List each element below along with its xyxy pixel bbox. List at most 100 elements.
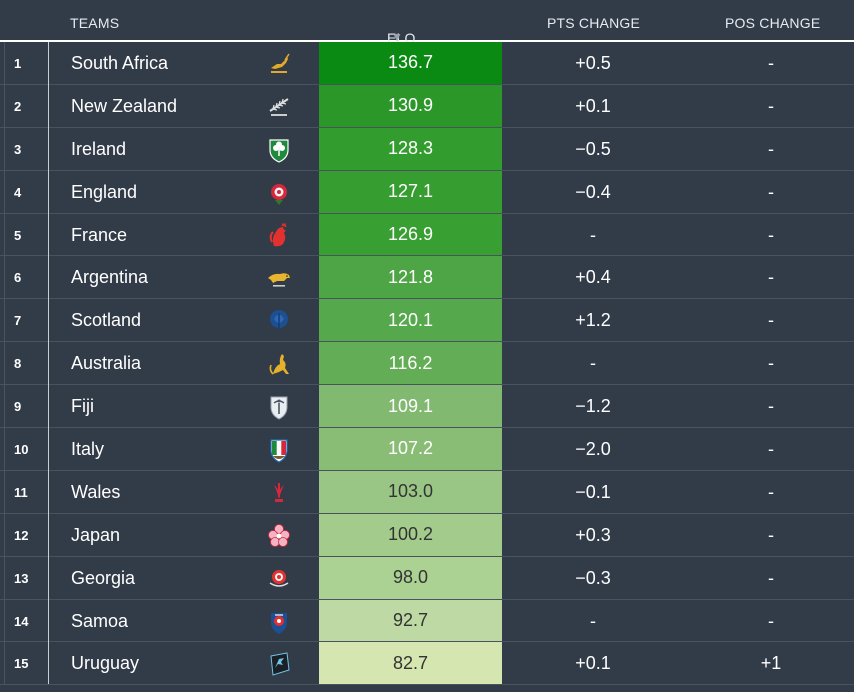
pts-change-cell: −2.0	[575, 439, 611, 460]
italy-shield-icon	[265, 436, 293, 464]
samoa-crest-icon	[265, 608, 293, 636]
rank-cell: 4	[14, 184, 22, 200]
table-row[interactable]: 14 Samoa 92.7 - -	[0, 599, 854, 643]
table-row[interactable]: 3 Ireland 128.3 −0.5 -	[0, 127, 854, 171]
pos-change-cell: -	[768, 138, 774, 159]
team-name[interactable]: Wales	[71, 481, 121, 502]
team-name[interactable]: Uruguay	[71, 653, 140, 674]
team-name[interactable]: Ireland	[71, 138, 127, 159]
elo-pts-cell: 130.9	[319, 84, 502, 127]
pts-change-cell: -	[590, 610, 596, 631]
pos-change-cell: -	[768, 524, 774, 545]
rank-cell: 6	[14, 270, 22, 286]
pos-change-cell: -	[768, 353, 774, 374]
rank-cell: 1	[14, 56, 22, 71]
team-name[interactable]: Japan	[71, 524, 121, 545]
pos-change-cell: -	[768, 439, 774, 460]
elo-pts-cell: 136.7	[319, 42, 502, 84]
rank-cell: 12	[14, 527, 29, 543]
wallaby-icon	[265, 350, 293, 378]
pts-change-cell: −0.5	[575, 138, 611, 159]
elo-pts-cell: 128.3	[319, 127, 502, 170]
elo-pts-cell: 100.2	[319, 513, 502, 556]
elo-pts-cell: 126.9	[319, 213, 502, 256]
sort-descending-icon[interactable]: ▼	[391, 30, 404, 44]
rank-cell: 11	[14, 484, 28, 500]
rank-cell: 15	[14, 656, 29, 672]
pts-change-cell: +0.1	[575, 95, 611, 116]
team-name[interactable]: England	[71, 181, 138, 202]
table-row[interactable]: 5 France 126.9 - -	[0, 213, 854, 257]
pts-change-column-header[interactable]: PTS CHANGE	[547, 15, 641, 31]
table-row[interactable]: 10 Italy 107.2 −2.0 -	[0, 428, 854, 471]
team-name[interactable]: South Africa	[71, 53, 169, 73]
elo-pts-cell: 120.1	[319, 299, 502, 342]
rank-cell: 7	[14, 313, 22, 329]
rank-cell: 13	[14, 570, 29, 586]
table-left-border	[4, 42, 5, 684]
springbok-icon	[265, 50, 293, 78]
table-row[interactable]: 6 Argentina 121.8 +0.4 -	[0, 256, 854, 300]
rose-icon	[265, 179, 293, 207]
table-row[interactable]: 11 Wales 103.0 −0.1 -	[0, 470, 854, 514]
elo-pts-cell: 127.1	[319, 170, 502, 213]
pts-change-cell: +0.1	[575, 653, 611, 674]
team-name[interactable]: Australia	[71, 353, 142, 374]
elo-pts-cell: 121.8	[319, 256, 502, 299]
pos-change-cell: -	[768, 53, 774, 73]
team-name[interactable]: Italy	[71, 439, 105, 460]
team-name[interactable]: Georgia	[71, 567, 136, 588]
team-name[interactable]: France	[71, 224, 128, 245]
elo-pts-cell: 92.7	[319, 599, 502, 642]
table-row[interactable]: 8 Australia 116.2 - -	[0, 342, 854, 386]
pos-change-cell: -	[768, 396, 774, 417]
rank-cell: 8	[14, 356, 22, 372]
rank-cell: 2	[14, 98, 22, 114]
table-row[interactable]: 7 Scotland 120.1 +1.2 -	[0, 299, 854, 343]
pos-change-cell: -	[768, 310, 774, 331]
pts-change-cell: +1.2	[575, 310, 611, 331]
team-name[interactable]: Fiji	[71, 396, 94, 417]
thistle-icon	[265, 307, 293, 335]
pos-change-cell: +1	[760, 653, 782, 674]
table-row[interactable]: 12 Japan 100.2 +0.3 -	[0, 513, 854, 557]
team-name[interactable]: Scotland	[71, 310, 142, 331]
table-header: TEAMS ELO PTS▼ PTS CHANGE POS CHANGE	[0, 0, 854, 62]
georgia-rose-icon	[265, 565, 293, 593]
pts-change-cell: +0.3	[575, 524, 611, 545]
table-row[interactable]: 4 England 127.1 −0.4 -	[0, 170, 854, 214]
shamrock-icon	[265, 136, 293, 164]
puma-icon	[265, 264, 293, 292]
team-name[interactable]: New Zealand	[71, 95, 178, 116]
table-row[interactable]: 15 Uruguay 82.7 +0.1 +1	[0, 642, 854, 686]
pos-change-column-header[interactable]: POS CHANGE	[725, 15, 821, 31]
team-name[interactable]: Samoa	[71, 610, 129, 631]
table-row[interactable]: 1 South Africa 136.7 +0.5 -	[0, 42, 854, 85]
pos-change-cell: -	[768, 267, 774, 288]
pos-change-cell: -	[768, 481, 774, 502]
team-name[interactable]: Argentina	[71, 267, 149, 288]
elo-pts-cell: 107.2	[319, 428, 502, 470]
pos-change-cell: -	[768, 181, 774, 202]
silver-fern-icon	[265, 93, 293, 121]
pts-change-cell: −1.2	[575, 396, 611, 417]
table-row[interactable]: 2 New Zealand 130.9 +0.1 -	[0, 84, 854, 128]
rank-column-divider	[48, 42, 49, 684]
elo-pts-cell: 82.7	[319, 642, 502, 685]
elo-pts-cell: 109.1	[319, 385, 502, 428]
rank-cell: 10	[14, 442, 29, 458]
feathers-icon	[265, 479, 293, 507]
table-row[interactable]: 9 Fiji 109.1 −1.2 -	[0, 385, 854, 429]
pts-change-cell: +0.5	[575, 53, 611, 73]
teams-column-header[interactable]: TEAMS	[70, 15, 120, 31]
pos-change-cell: -	[768, 224, 774, 245]
teros-icon	[265, 650, 293, 678]
rooster-icon	[265, 221, 293, 250]
table-row[interactable]: 13 Georgia 98.0 −0.3 -	[0, 556, 854, 600]
rank-cell: 5	[14, 227, 22, 243]
pos-change-cell: -	[768, 567, 774, 588]
pts-change-cell: −0.1	[575, 481, 611, 502]
pts-change-cell: -	[590, 224, 596, 245]
pts-change-cell: −0.3	[575, 567, 611, 588]
cherry-blossom-icon	[265, 522, 293, 550]
